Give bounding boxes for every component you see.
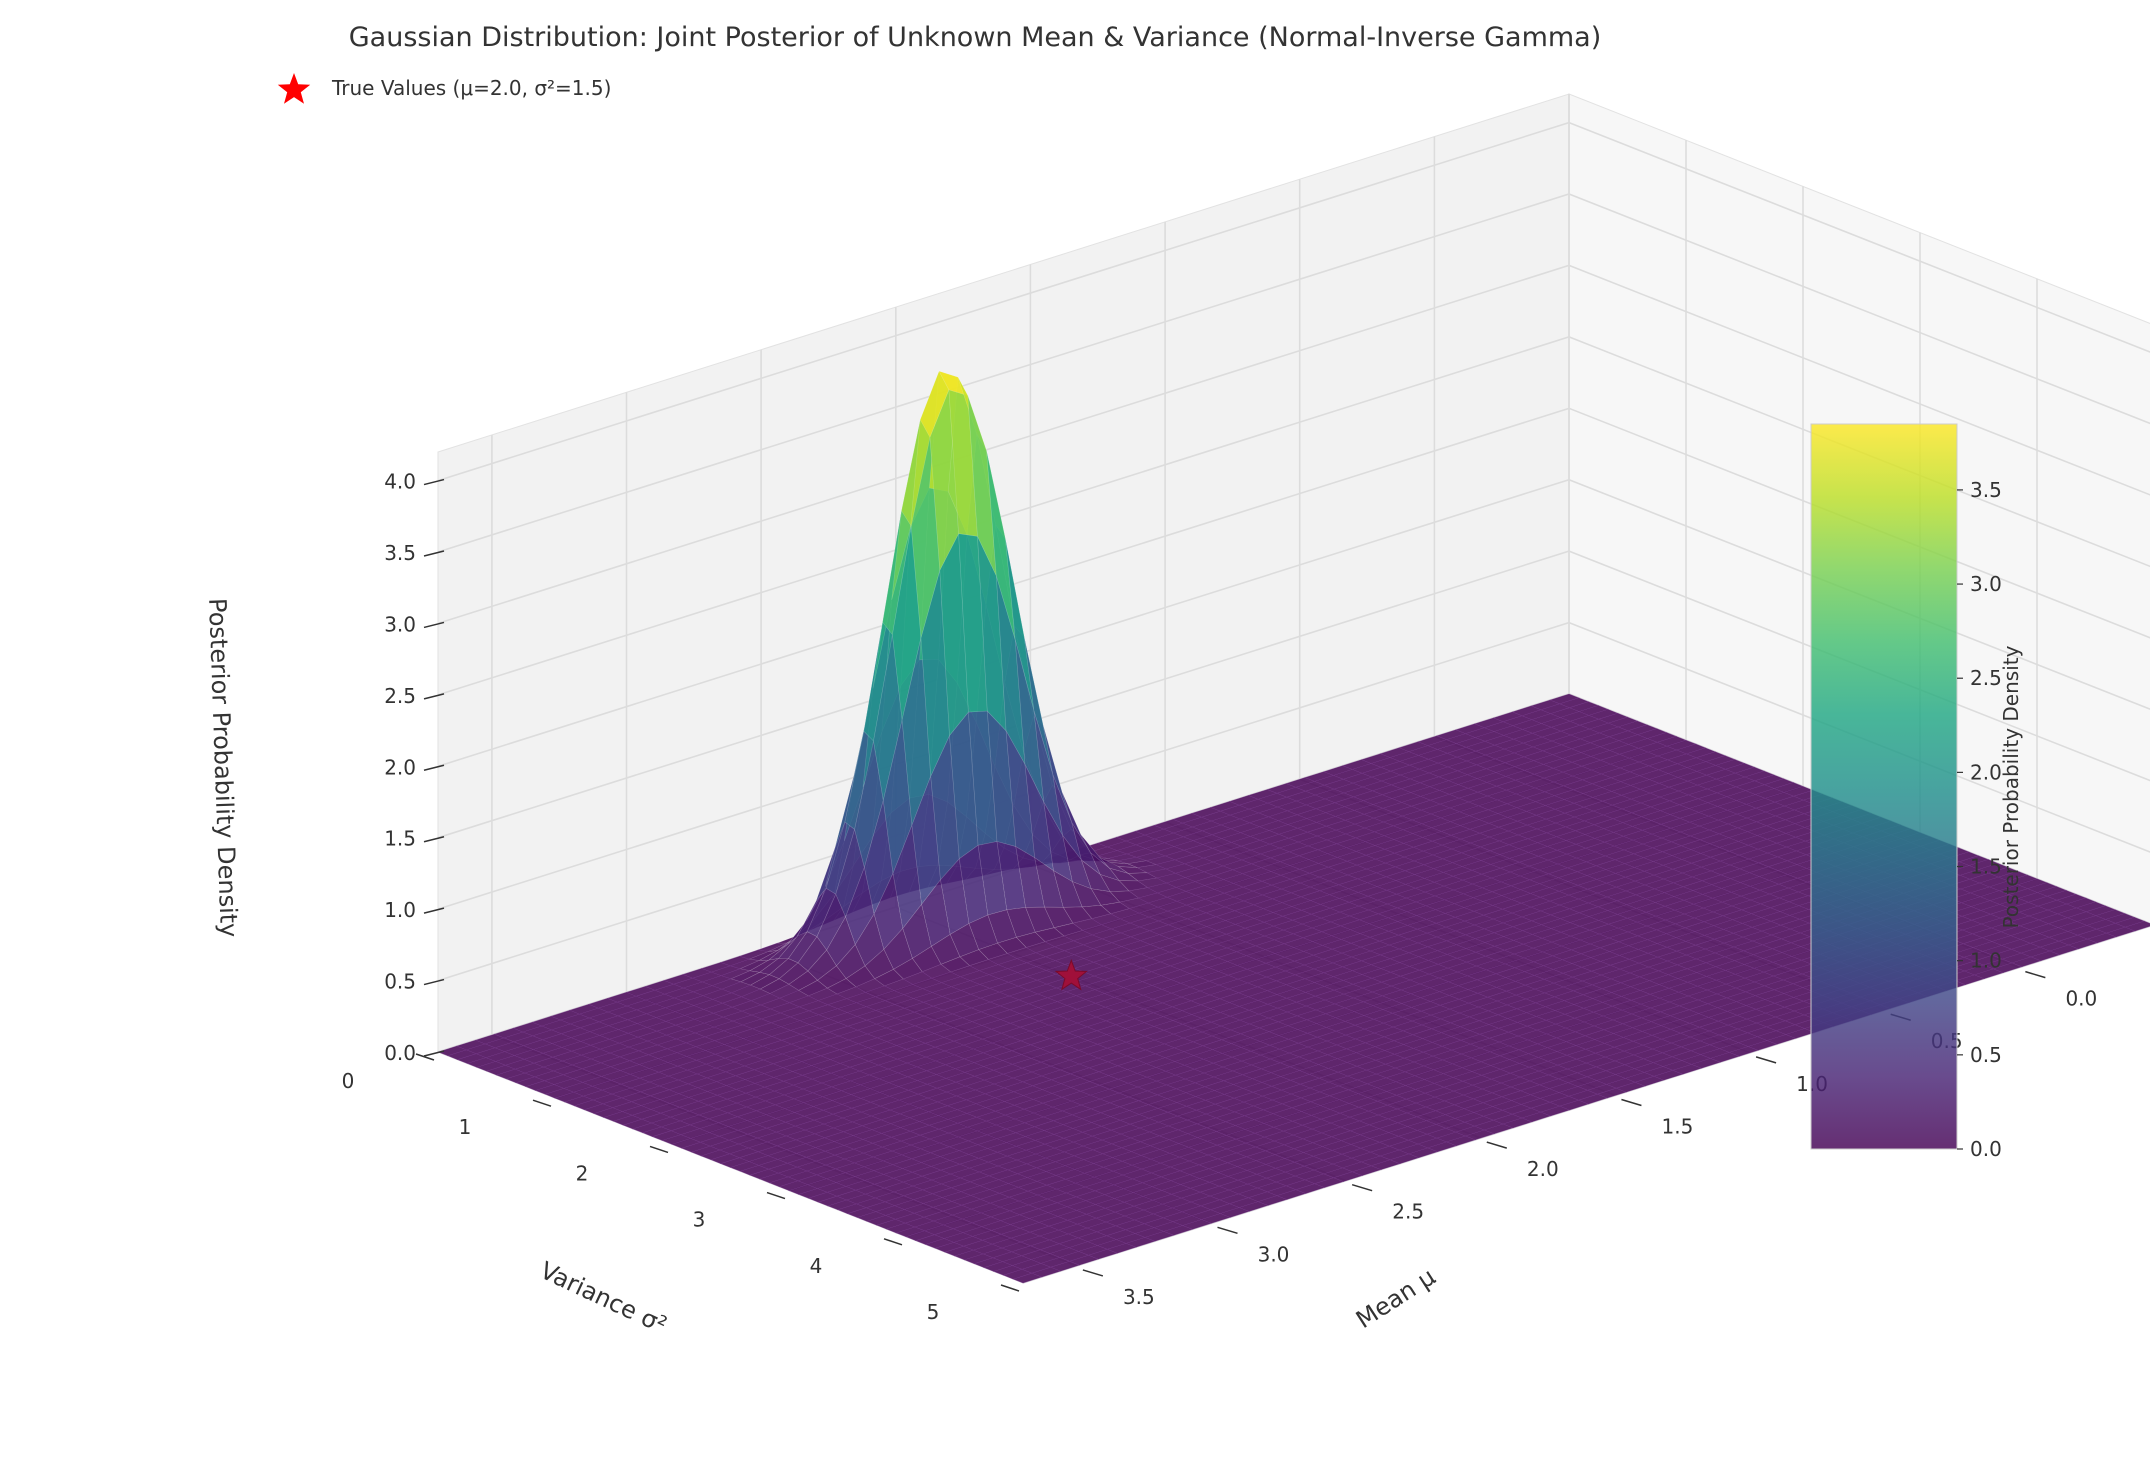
y-axis-ticks: 0 1 2 3 4 5: [342, 1053, 1020, 1324]
z-tick-label: 2.0: [384, 755, 416, 779]
z-axis-label: Posterior Probability Density: [203, 598, 243, 938]
z-tick-label: 2.5: [384, 684, 416, 708]
colorbar-tick-label: 1.5: [1970, 855, 2002, 879]
z-tick-mark: [423, 978, 445, 986]
y-tick-label: 5: [927, 1300, 940, 1324]
y-tick-label: 3: [693, 1208, 706, 1232]
y-tick-mark: [1000, 1284, 1020, 1292]
x-tick-label: 0.0: [2065, 987, 2097, 1011]
x-tick-label: 2.5: [1392, 1200, 1424, 1224]
y-tick-mark: [649, 1145, 669, 1154]
z-tick-mark: [423, 478, 445, 486]
x-tick-mark: [1755, 1056, 1777, 1064]
x-tick-mark: [1486, 1141, 1508, 1149]
y-tick-label: 0: [342, 1069, 355, 1093]
colorbar-tick-label: 0.0: [1970, 1137, 2002, 1161]
z-tick-label: 0.0: [384, 1041, 416, 1065]
x-tick-label: 3.5: [1123, 1285, 1155, 1309]
x-axis-label: Mean μ: [1351, 1263, 1440, 1335]
y-tick-label: 1: [459, 1115, 472, 1139]
x-tick-label: 2.0: [1527, 1157, 1559, 1181]
colorbar-gradient: [1810, 423, 1958, 1150]
x-tick-mark: [1217, 1226, 1238, 1235]
legend: True Values (μ=2.0, σ²=1.5): [277, 73, 611, 104]
z-tick-mark: [423, 835, 445, 843]
y-tick-mark: [766, 1191, 786, 1200]
y-tick-label: 2: [576, 1161, 589, 1185]
z-tick-mark: [423, 764, 445, 772]
x-tick-mark: [2025, 970, 2046, 979]
z-tick-mark: [423, 907, 445, 914]
colorbar-tick-label: 3.0: [1970, 572, 2002, 596]
y-tick-mark: [532, 1099, 552, 1107]
chart-title: Gaussian Distribution: Joint Posterior o…: [349, 22, 1602, 53]
true-values-marker: [1054, 958, 1088, 991]
z-tick-mark: [423, 1050, 445, 1057]
z-axis-ticks: 0.0 0.5 1.0 1.5 2.0 2.5 3.0 3.5 4.0: [384, 470, 445, 1065]
colorbar-tick-label: 1.0: [1970, 949, 2002, 973]
y-axis-label: Variance σ²: [536, 1256, 671, 1339]
colorbar: 0.0 0.5 1.0 1.5 2.0 2.5 3.0 3.5 Posterior Proba…: [1810, 423, 2023, 1161]
z-tick-mark: [423, 693, 445, 700]
colorbar-label: Posterior Probability Density: [1999, 645, 2023, 928]
z-tick-label: 1.5: [384, 827, 416, 851]
true-values-star: [1054, 958, 1088, 991]
colorbar-tick-label: 2.5: [1970, 666, 2002, 690]
colorbar-tick-label: 2.0: [1970, 760, 2002, 784]
z-tick-label: 3.0: [384, 612, 416, 636]
legend-label: True Values (μ=2.0, σ²=1.5): [331, 76, 611, 100]
y-tick-mark: [415, 1053, 435, 1061]
x-tick-label: 1.5: [1662, 1114, 1694, 1138]
x-tick-mark: [1351, 1183, 1373, 1192]
z-tick-label: 0.5: [384, 970, 416, 994]
x-tick-mark: [1621, 1098, 1642, 1107]
z-tick-mark: [423, 550, 445, 557]
x-tick-mark: [1082, 1269, 1104, 1277]
x-tick-label: 3.0: [1258, 1242, 1290, 1266]
y-tick-label: 4: [810, 1254, 823, 1278]
surface-cell: [2124, 920, 2150, 932]
colorbar-ticks: 0.0 0.5 1.0 1.5 2.0 2.5 3.0 3.5: [1957, 478, 2002, 1161]
legend-star-marker: [277, 73, 311, 104]
z-tick-label: 3.5: [384, 541, 416, 565]
z-tick-mark: [423, 621, 445, 629]
z-tick-label: 1.0: [384, 898, 416, 922]
y-tick-mark: [883, 1238, 903, 1246]
surface-cell: [967, 395, 997, 576]
z-tick-label: 4.0: [384, 470, 416, 494]
colorbar-tick-label: 0.5: [1970, 1043, 2002, 1067]
colorbar-tick-label: 3.5: [1970, 478, 2002, 502]
